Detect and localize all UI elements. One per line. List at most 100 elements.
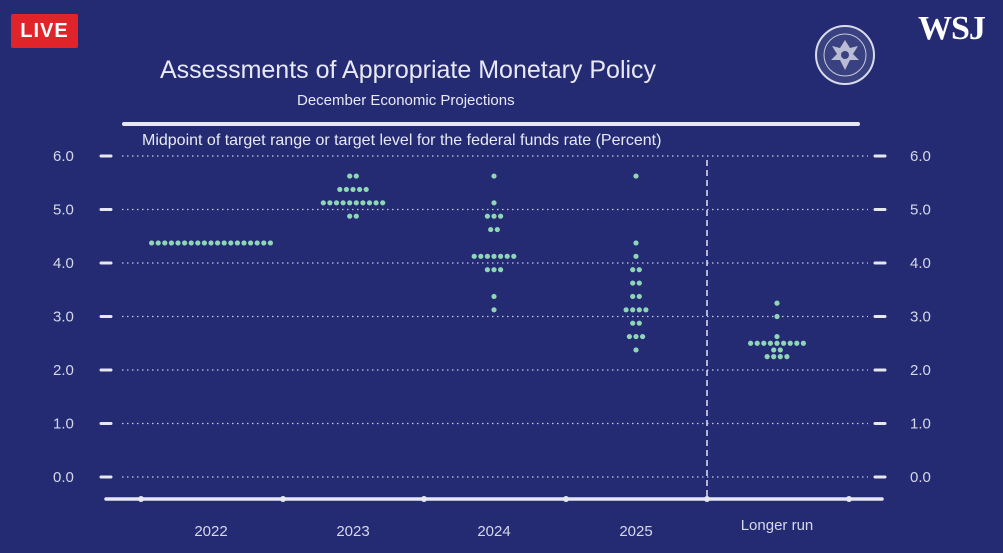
x-axis-tick xyxy=(704,496,710,502)
dot-point xyxy=(221,240,227,246)
dot-point xyxy=(320,200,326,206)
x-tick-label: Longer run xyxy=(741,517,814,534)
dot-point xyxy=(327,200,333,206)
x-axis-tick xyxy=(563,496,569,502)
dot-point xyxy=(511,253,517,259)
dot-point xyxy=(777,347,783,353)
x-tick-label: 2022 xyxy=(194,523,227,540)
dot-point xyxy=(633,347,639,353)
dot-point xyxy=(774,333,780,340)
dot-point xyxy=(162,240,168,246)
dot-point xyxy=(366,200,373,206)
dot-point xyxy=(777,354,783,360)
dot-point xyxy=(771,354,777,360)
dot-point xyxy=(800,340,807,346)
dot-point xyxy=(491,173,497,179)
dot-point xyxy=(636,267,642,273)
dot-point xyxy=(630,267,636,273)
dot-point xyxy=(175,240,181,246)
dot-point xyxy=(630,280,636,286)
dot-point xyxy=(248,240,254,246)
title-rule xyxy=(122,122,860,126)
dot-point xyxy=(484,213,490,219)
dot-point xyxy=(484,267,490,273)
dot-point xyxy=(343,186,349,193)
dot-point xyxy=(787,340,793,346)
dot-point xyxy=(347,173,353,179)
dot-point xyxy=(471,253,477,259)
x-tick-label: 2025 xyxy=(619,523,652,540)
dot-point xyxy=(149,240,155,246)
dot-point xyxy=(636,320,642,326)
y-tick-label-right: 5.0 xyxy=(910,202,931,219)
dot-point xyxy=(764,354,770,360)
dot-point xyxy=(195,240,201,246)
y-tick-label-left: 0.0 xyxy=(53,469,74,486)
dot-point xyxy=(353,200,359,206)
dot-point xyxy=(633,173,639,179)
dot-point xyxy=(168,240,174,246)
x-axis-tick xyxy=(138,496,144,502)
dot-point xyxy=(340,200,346,206)
y-tick-label-right: 4.0 xyxy=(910,255,931,272)
dot-point xyxy=(261,240,267,246)
y-tick-label-right: 1.0 xyxy=(910,416,931,433)
dot-point xyxy=(347,213,353,219)
dot-point xyxy=(630,320,636,326)
dot-point xyxy=(774,313,780,320)
dot-point xyxy=(337,186,343,193)
x-tick-label: 2023 xyxy=(336,523,369,540)
dot-point xyxy=(494,226,500,233)
dot-point xyxy=(626,333,633,340)
dot-point xyxy=(228,240,234,246)
dot-point xyxy=(373,200,379,206)
wsj-logo: WSJ xyxy=(918,10,986,47)
dot-point xyxy=(623,307,629,313)
dot-point xyxy=(188,240,194,246)
dot-point xyxy=(182,240,188,246)
dot-point xyxy=(794,340,800,346)
x-axis-tick xyxy=(280,496,286,502)
dot-point xyxy=(491,200,497,206)
dot-point xyxy=(491,253,497,259)
dot-point xyxy=(640,333,646,340)
x-axis-tick xyxy=(846,496,852,502)
dot-point xyxy=(201,240,207,246)
chart-subtitle: December Economic Projections xyxy=(297,92,515,109)
chart-title: Assessments of Appropriate Monetary Poli… xyxy=(160,56,657,84)
dot-point xyxy=(754,340,760,346)
y-tick-label-right: 0.0 xyxy=(910,469,931,486)
dot-point xyxy=(333,200,340,206)
dot-point xyxy=(771,347,777,353)
dot-point xyxy=(774,340,780,346)
x-axis-tick xyxy=(421,496,427,502)
dot-point xyxy=(633,333,639,340)
dot-point xyxy=(155,240,161,246)
dot-point xyxy=(241,240,247,246)
y-tick-label-right: 6.0 xyxy=(910,148,931,165)
dot-point xyxy=(353,173,359,179)
dot-point xyxy=(748,340,754,346)
dot-point xyxy=(784,354,790,360)
dot-point xyxy=(774,300,780,306)
y-tick-label-right: 2.0 xyxy=(910,362,931,379)
dot-point xyxy=(357,186,363,193)
x-tick-label: 2024 xyxy=(477,523,510,540)
dot-point xyxy=(630,307,636,313)
y-tick-label-left: 2.0 xyxy=(53,362,74,379)
dot-point xyxy=(347,200,353,206)
dot-point xyxy=(630,293,636,300)
dot-point xyxy=(636,280,642,286)
dot-point xyxy=(478,253,484,259)
dot-point xyxy=(491,307,497,313)
dot-point xyxy=(234,240,240,246)
dot-point xyxy=(215,240,221,246)
dot-point xyxy=(761,340,767,346)
dot-point xyxy=(350,186,356,193)
dot-point xyxy=(636,293,642,300)
dot-point xyxy=(643,307,649,313)
y-tick-label-left: 5.0 xyxy=(53,202,74,219)
dot-point xyxy=(781,340,787,346)
y-tick-label-right: 3.0 xyxy=(910,309,931,326)
